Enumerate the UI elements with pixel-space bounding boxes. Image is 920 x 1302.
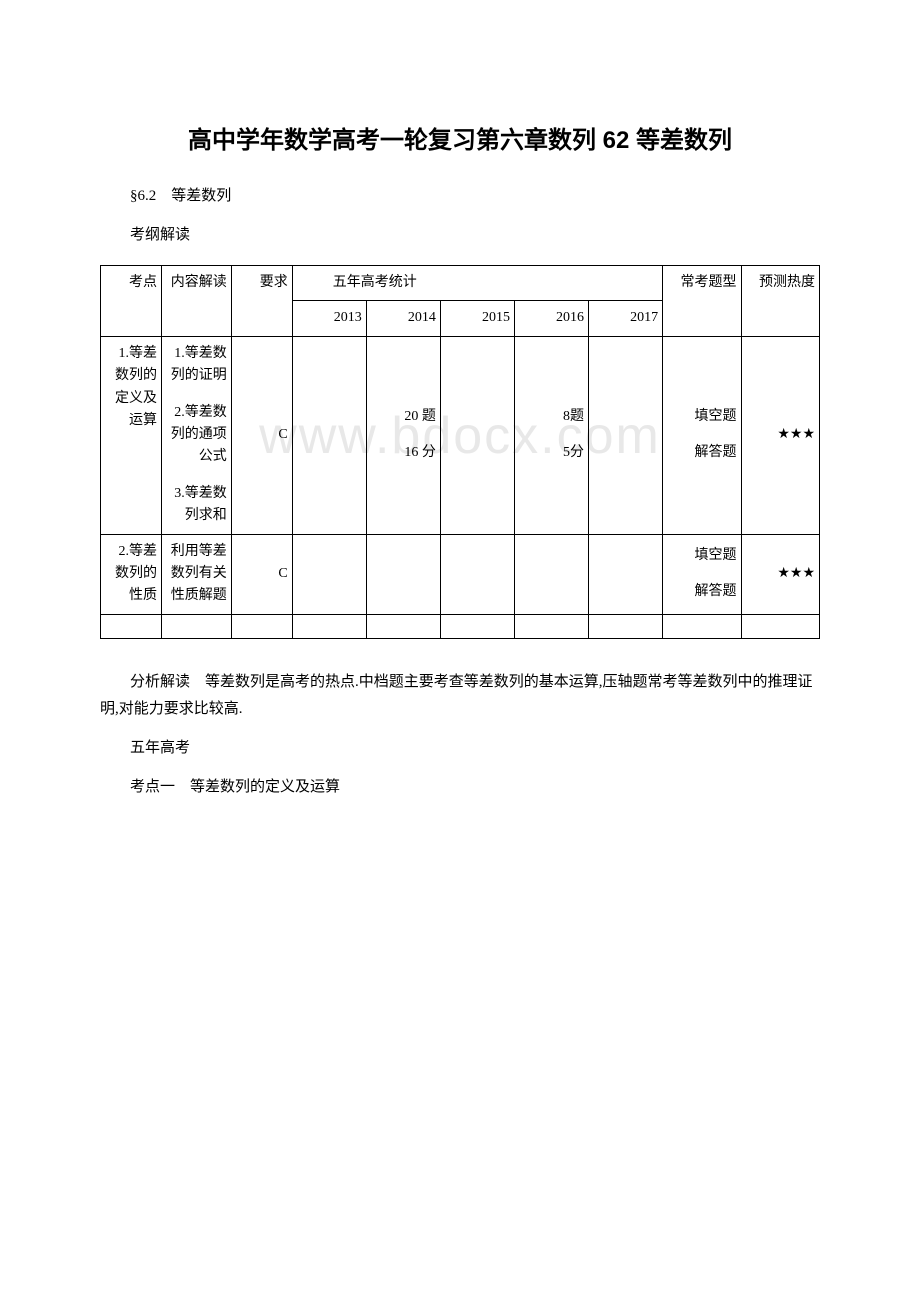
- row2-content: 利用等差数列有关性质解题: [162, 534, 232, 614]
- five-year-label: 五年高考: [100, 735, 820, 762]
- empty-cell: [231, 614, 292, 638]
- section-label: §6.2 等差数列: [100, 183, 820, 210]
- row1-content-3: 3.等差数列求和: [166, 483, 227, 528]
- row2-2017: [589, 534, 663, 614]
- header-2014: 2014: [366, 301, 440, 336]
- syllabus-table: 考点 内容解读 要求 五年高考统计 常考题型 预测热度 2013 2014 20…: [100, 265, 820, 639]
- row2-type-b: 解答题: [667, 581, 736, 603]
- row2-type: 填空题 解答题: [663, 534, 741, 614]
- empty-cell: [366, 614, 440, 638]
- row2-2013: [292, 534, 366, 614]
- row2-type-a: 填空题: [667, 545, 736, 567]
- row1-heat: ★★★: [741, 336, 819, 534]
- row1-type-a: 填空题: [667, 406, 736, 428]
- empty-cell: [101, 614, 162, 638]
- header-type: 常考题型: [663, 266, 741, 337]
- header-heat: 预测热度: [741, 266, 819, 337]
- row1-2014: 20 题 16 分: [366, 336, 440, 534]
- table-empty-row: [101, 614, 820, 638]
- header-2017: 2017: [589, 301, 663, 336]
- empty-cell: [741, 614, 819, 638]
- document-content: 高中学年数学高考一轮复习第六章数列 62 等差数列 §6.2 等差数列 考纲解读…: [100, 120, 820, 801]
- row1-content: 1.等差数列的证明 2.等差数列的通项公式 3.等差数列求和: [162, 336, 232, 534]
- empty-cell: [162, 614, 232, 638]
- row2-heat: ★★★: [741, 534, 819, 614]
- table-row: 2.等差数列的性质 利用等差数列有关性质解题 C 填空题 解答题 ★★★: [101, 534, 820, 614]
- row1-content-1: 1.等差数列的证明: [166, 343, 227, 388]
- row1-type-b: 解答题: [667, 442, 736, 464]
- table-header-row-1: 考点 内容解读 要求 五年高考统计 常考题型 预测热度: [101, 266, 820, 301]
- row2-point: 2.等差数列的性质: [101, 534, 162, 614]
- header-2016: 2016: [514, 301, 588, 336]
- row1-point: 1.等差数列的定义及运算: [101, 336, 162, 534]
- empty-cell: [663, 614, 741, 638]
- outline-label: 考纲解读: [100, 222, 820, 249]
- header-requirement: 要求: [231, 266, 292, 337]
- row1-2016-a: 8题: [519, 406, 584, 428]
- row2-2016: [514, 534, 588, 614]
- point-one-label: 考点一 等差数列的定义及运算: [100, 774, 820, 801]
- header-stats: 五年高考统计: [292, 266, 662, 301]
- row2-2014: [366, 534, 440, 614]
- row1-requirement: C: [231, 336, 292, 534]
- row1-type: 填空题 解答题: [663, 336, 741, 534]
- row1-2014-a: 20 题: [371, 406, 436, 428]
- header-2013: 2013: [292, 301, 366, 336]
- row2-2015: [440, 534, 514, 614]
- row1-2015: [440, 336, 514, 534]
- row1-2016-b: 5分: [519, 442, 584, 464]
- row2-requirement: C: [231, 534, 292, 614]
- header-content: 内容解读: [162, 266, 232, 337]
- row1-2016: 8题 5分: [514, 336, 588, 534]
- table-row: 1.等差数列的定义及运算 1.等差数列的证明 2.等差数列的通项公式 3.等差数…: [101, 336, 820, 534]
- analysis-text: 分析解读 等差数列是高考的热点.中档题主要考查等差数列的基本运算,压轴题常考等差…: [100, 669, 820, 723]
- empty-cell: [292, 614, 366, 638]
- row1-2013: [292, 336, 366, 534]
- header-2015: 2015: [440, 301, 514, 336]
- row1-2017: [589, 336, 663, 534]
- row1-2014-b: 16 分: [371, 442, 436, 464]
- empty-cell: [589, 614, 663, 638]
- page-title: 高中学年数学高考一轮复习第六章数列 62 等差数列: [100, 120, 820, 155]
- empty-cell: [440, 614, 514, 638]
- empty-cell: [514, 614, 588, 638]
- header-point: 考点: [101, 266, 162, 337]
- row1-content-2: 2.等差数列的通项公式: [166, 402, 227, 469]
